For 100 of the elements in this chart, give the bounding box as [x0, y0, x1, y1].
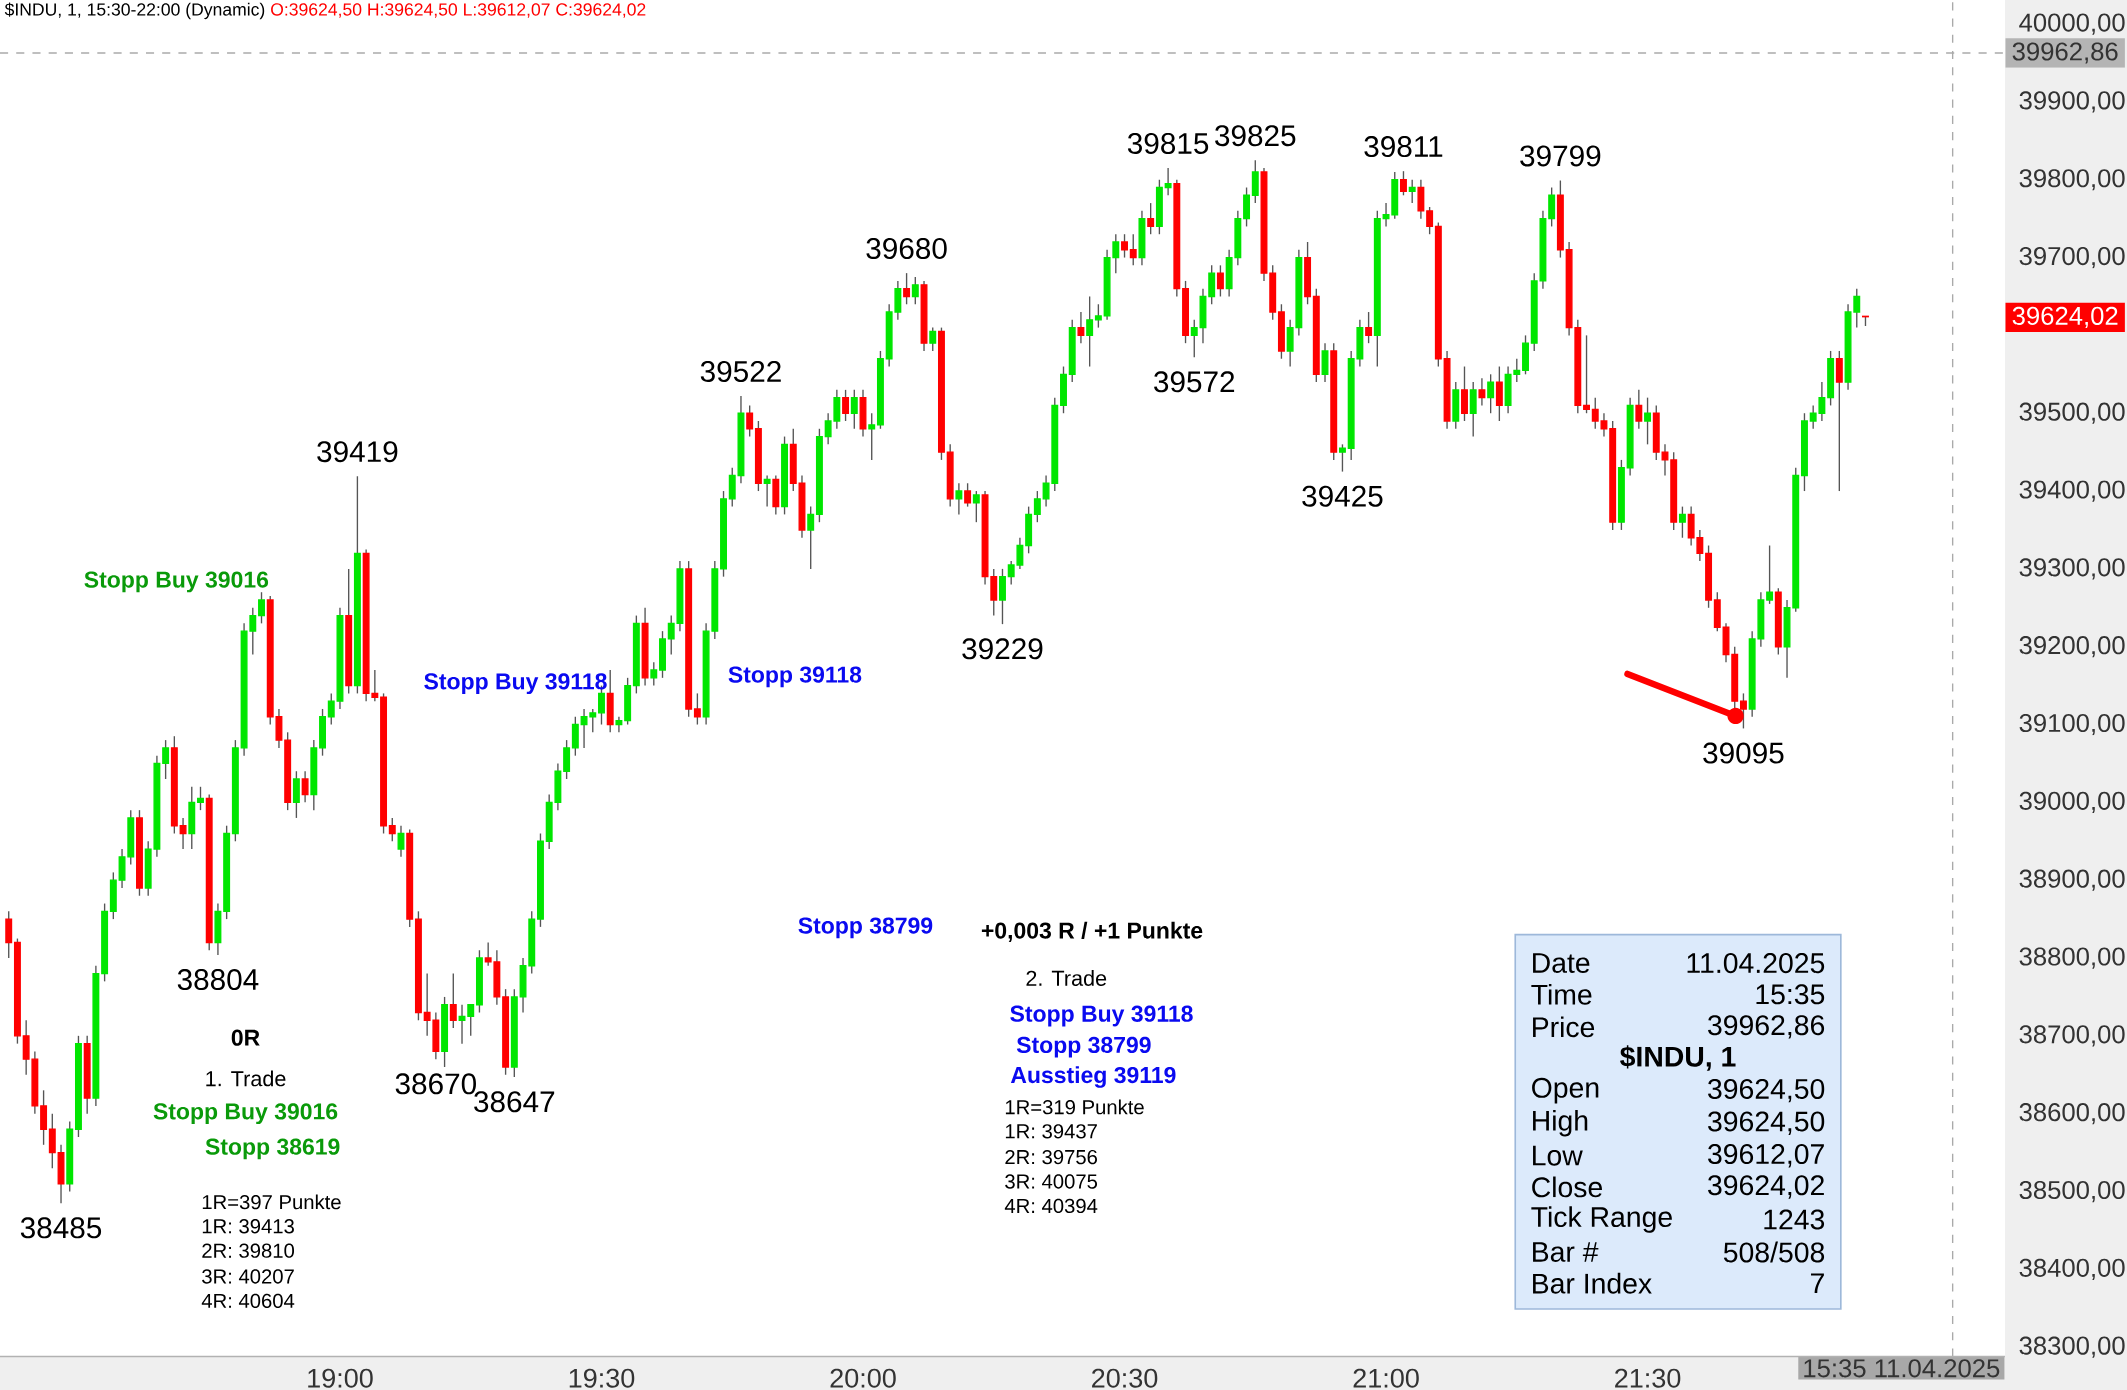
annotation: Tick Range	[1531, 1206, 1672, 1233]
y-tick-label: 38400,00	[2019, 1258, 2125, 1280]
annotation: Open	[1532, 1077, 1599, 1104]
annotation: Stopp 38799	[1016, 1036, 1151, 1058]
annotation: Stopp 38619	[205, 1138, 340, 1160]
y-tick-label: 38600,00	[2019, 1102, 2125, 1125]
candlestick	[1251, 159, 1259, 204]
annotation: +0,003 R / +1 Punkte	[981, 921, 1203, 942]
candlestick	[955, 482, 963, 515]
candlestick	[903, 272, 911, 305]
candlestick	[1495, 365, 1503, 422]
annotation: 1R=319 Punkte	[1005, 1099, 1144, 1115]
y-tick-label: 38700,00	[2019, 1025, 2125, 1047]
candlestick	[1400, 170, 1407, 196]
annotation: 1. Trade	[206, 1070, 286, 1087]
candlestick	[179, 817, 187, 850]
annotation: Close	[1532, 1176, 1602, 1198]
annotation: Stopp Buy 39016	[84, 571, 269, 593]
y-tick-label: 39500,00	[2019, 402, 2125, 424]
chart-subtitle: O:39624,50 H:39624,50 L:39612,07 C:39624,02	[271, 3, 646, 18]
annotation: 39680	[866, 237, 947, 259]
candlestick	[571, 715, 579, 757]
y-tick-label: 39200,00	[2019, 635, 2125, 658]
annotation: 2R: 39810	[202, 1243, 295, 1258]
annotation: 4R: 40394	[1004, 1198, 1098, 1213]
candlestick	[1661, 443, 1669, 476]
annotation: 38670	[395, 1073, 476, 1095]
candlestick	[1417, 178, 1425, 220]
annotation: Stopp Buy 39016	[153, 1103, 338, 1124]
candlestick	[1094, 303, 1102, 329]
annotation: 39522	[700, 360, 781, 382]
annotation: 39624,50	[1708, 1078, 1825, 1103]
annotation: 38485	[20, 1217, 102, 1239]
candlestick	[868, 412, 876, 461]
y-tick-label: 38900,00	[2019, 869, 2125, 891]
x-tick-label: 20:00	[830, 1368, 896, 1388]
candlestick	[258, 591, 265, 624]
annotation: High	[1533, 1109, 1588, 1137]
annotation: 1R: 39413	[202, 1218, 294, 1234]
candlestick	[850, 388, 858, 430]
candlestick	[1365, 311, 1373, 344]
candlestick	[1190, 318, 1198, 358]
candlestick	[650, 661, 658, 687]
annotation: Ausstieg 39119	[1010, 1066, 1176, 1088]
candlestick	[1548, 186, 1556, 227]
annotation: $INDU, 1	[1620, 1045, 1736, 1071]
y-tick-label: 39000,00	[2019, 791, 2125, 813]
candlestick	[746, 404, 754, 438]
annotation: 39624,50	[1708, 1111, 1825, 1135]
annotation: Bar Index	[1533, 1272, 1652, 1294]
candlestick	[615, 715, 623, 733]
annotation: 1R=397 Punkte	[202, 1194, 341, 1210]
annotation: 39419	[317, 440, 398, 462]
y-tick-label: 40000,00	[2019, 13, 2125, 35]
y-tick-label: 39900,00	[2019, 91, 2125, 113]
candlestick	[162, 739, 170, 780]
annotation: 4R: 40604	[201, 1293, 295, 1308]
candlestick	[1147, 202, 1155, 235]
candlestick	[327, 692, 335, 726]
candlestick	[1121, 233, 1128, 259]
x-tick-label: 19:00	[308, 1368, 373, 1388]
candlestick	[999, 568, 1006, 625]
annotation: 39572	[1154, 371, 1235, 393]
candlestick	[467, 1003, 475, 1037]
candlestick	[1644, 396, 1652, 445]
y-tick-label: 38300,00	[2019, 1336, 2125, 1358]
x-tick-label: 21:30	[1615, 1368, 1681, 1388]
annotation: 39799	[1520, 145, 1601, 167]
candlestick	[1129, 233, 1137, 266]
annotation: 7	[1811, 1273, 1824, 1293]
candlestick	[563, 739, 571, 780]
annotation: Stopp Buy 39118	[1010, 1005, 1193, 1027]
annotation: Stopp 39118	[728, 666, 862, 688]
candlestick	[1469, 381, 1477, 438]
candlestick	[1208, 264, 1216, 305]
annotation: 39229	[962, 638, 1043, 660]
candlestick	[1478, 377, 1486, 406]
annotation: 1R: 39437	[1005, 1123, 1097, 1139]
annotation: Low	[1533, 1145, 1583, 1166]
annotation: Price	[1533, 1016, 1595, 1038]
candlestick	[1338, 443, 1346, 473]
candlestick	[197, 785, 204, 811]
candlestick	[1216, 264, 1224, 297]
candlestick	[964, 482, 972, 508]
annotation: 2R: 39756	[1005, 1149, 1098, 1165]
annotation: 38804	[177, 968, 259, 990]
x-tick-label: 19:30	[569, 1368, 635, 1388]
candlestick	[1835, 350, 1843, 492]
annotation: Bar #	[1533, 1241, 1599, 1262]
annotation: 39962,86	[1708, 1014, 1825, 1039]
candlestick	[1077, 311, 1085, 344]
text: 39624,02	[2012, 306, 2118, 328]
y-tick-label: 39800,00	[2019, 168, 2125, 191]
annotation: 15:35	[1756, 984, 1825, 1005]
annotation: 3R: 40075	[1005, 1174, 1098, 1189]
annotation: 39624,02	[1708, 1175, 1824, 1199]
candlestick	[1408, 178, 1416, 204]
ref-line-label: 39962,86	[2012, 42, 2118, 64]
candlestick	[48, 1112, 56, 1169]
annotation: Time	[1531, 983, 1592, 1005]
